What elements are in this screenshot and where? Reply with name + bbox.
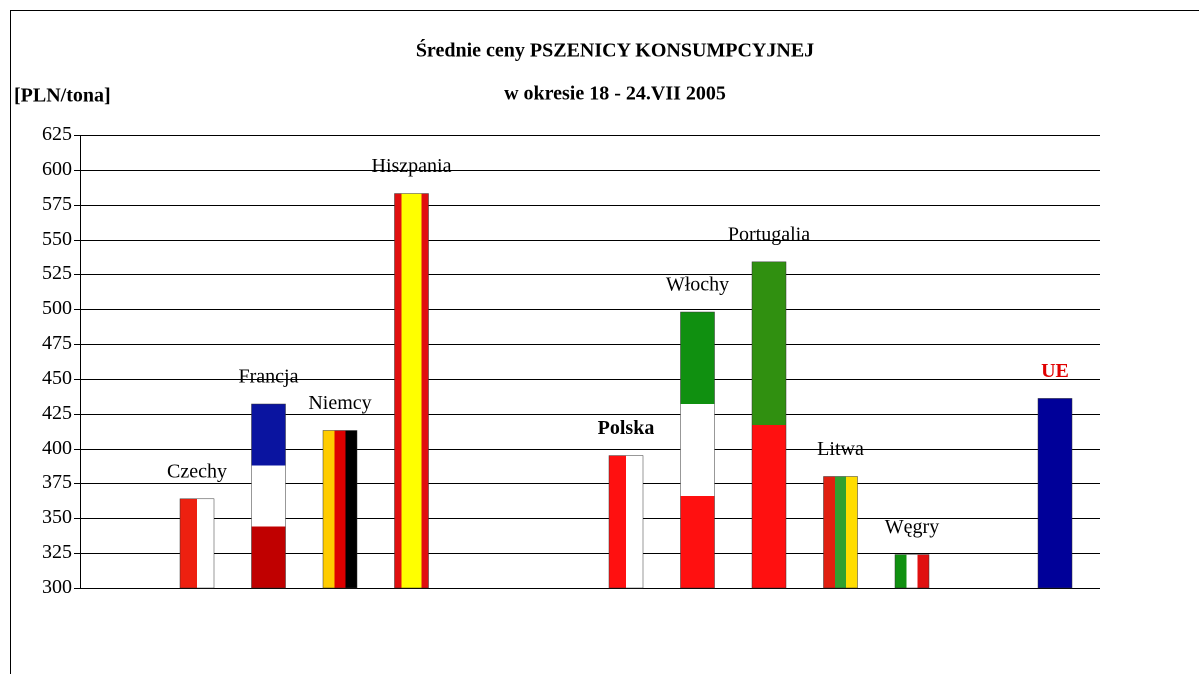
- y-tick-label: 525: [42, 262, 72, 284]
- bar: [751, 261, 787, 589]
- bar: [251, 403, 286, 589]
- bar-label: Portugalia: [728, 223, 810, 245]
- bar-label: Czechy: [167, 460, 227, 482]
- y-tick-label: 425: [42, 402, 72, 424]
- bar: [608, 455, 644, 589]
- chart-title: Średnie ceny PSZENICY KONSUMPCYJNEJ: [416, 38, 814, 62]
- y-tick-label: 375: [42, 471, 72, 493]
- y-tick-label: 300: [42, 576, 72, 598]
- bar-label: Litwa: [817, 438, 864, 460]
- y-axis-label: [PLN/tona]: [14, 85, 111, 107]
- y-tick-label: 475: [42, 332, 72, 354]
- bar: [322, 430, 358, 589]
- y-tick-label: 600: [42, 158, 72, 180]
- bar-label: Węgry: [885, 516, 939, 538]
- bar: [1037, 398, 1073, 589]
- bar: [179, 498, 215, 589]
- bar: [680, 311, 715, 589]
- y-tick-label: 575: [42, 193, 72, 215]
- y-tick-label: 325: [42, 541, 72, 563]
- bar: [394, 193, 429, 589]
- chart-subtitle: w okresie 18 - 24.VII 2005: [504, 83, 726, 105]
- y-tick-label: 625: [42, 123, 72, 145]
- y-tick-label: 400: [42, 437, 72, 459]
- bar-label: Niemcy: [308, 392, 371, 414]
- bar-label: Hiszpania: [372, 155, 452, 177]
- y-tick-label: 450: [42, 367, 72, 389]
- bar-label: Francja: [239, 366, 299, 388]
- bar-label: Włochy: [666, 274, 729, 296]
- bar: [823, 476, 858, 589]
- bar: [894, 554, 930, 589]
- bar-label: Polska: [598, 417, 655, 439]
- y-tick-label: 550: [42, 228, 72, 250]
- bar-label: UE: [1041, 360, 1069, 382]
- y-tick-label: 350: [42, 506, 72, 528]
- y-tick-label: 500: [42, 297, 72, 319]
